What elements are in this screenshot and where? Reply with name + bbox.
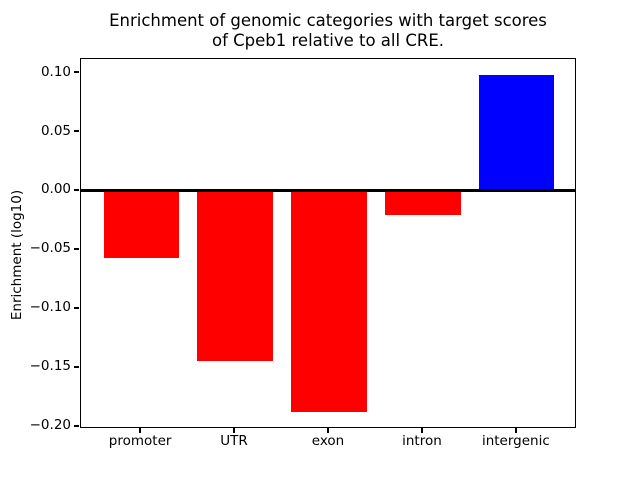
chart-title-line2: of Cpeb1 relative to all CRE. (212, 31, 444, 50)
x-tick-label-promoter: promoter (108, 433, 172, 449)
y-tick-label: −0.15 (29, 358, 71, 375)
x-tick-label-UTR: UTR (220, 433, 248, 449)
x-tick-label-intergenic: intergenic (481, 433, 550, 449)
bar-intron (385, 190, 461, 215)
y-tick-label: −0.05 (29, 240, 71, 257)
y-tick-label: −0.10 (29, 299, 71, 316)
plot-area (80, 57, 576, 428)
chart-title-line1: Enrichment of genomic categories with ta… (109, 11, 547, 30)
y-tick-label: −0.20 (29, 417, 71, 434)
y-tick-label: 0.00 (40, 181, 71, 198)
y-tick-mark (74, 130, 79, 132)
y-tick-mark (74, 307, 79, 309)
bar-intergenic (479, 75, 555, 191)
bar-UTR (197, 190, 273, 361)
zero-line (81, 189, 575, 193)
x-tick-label-exon: exon (311, 433, 345, 449)
y-tick-mark (74, 71, 79, 73)
y-tick-mark (74, 189, 79, 191)
y-tick-mark (74, 425, 79, 427)
x-tick-mark (515, 427, 517, 433)
x-tick-label-intron: intron (402, 433, 442, 449)
y-tick-label: 0.05 (40, 122, 71, 139)
y-tick-label: 0.10 (40, 63, 71, 80)
x-tick-mark (233, 427, 235, 433)
x-tick-mark (421, 427, 423, 433)
x-tick-mark (327, 427, 329, 433)
y-tick-mark (74, 248, 79, 250)
chart-title: Enrichment of genomic categories with ta… (80, 11, 576, 51)
x-tick-mark (139, 427, 141, 433)
bar-exon (291, 190, 367, 412)
bar-promoter (103, 190, 179, 259)
y-tick-mark (74, 366, 79, 368)
